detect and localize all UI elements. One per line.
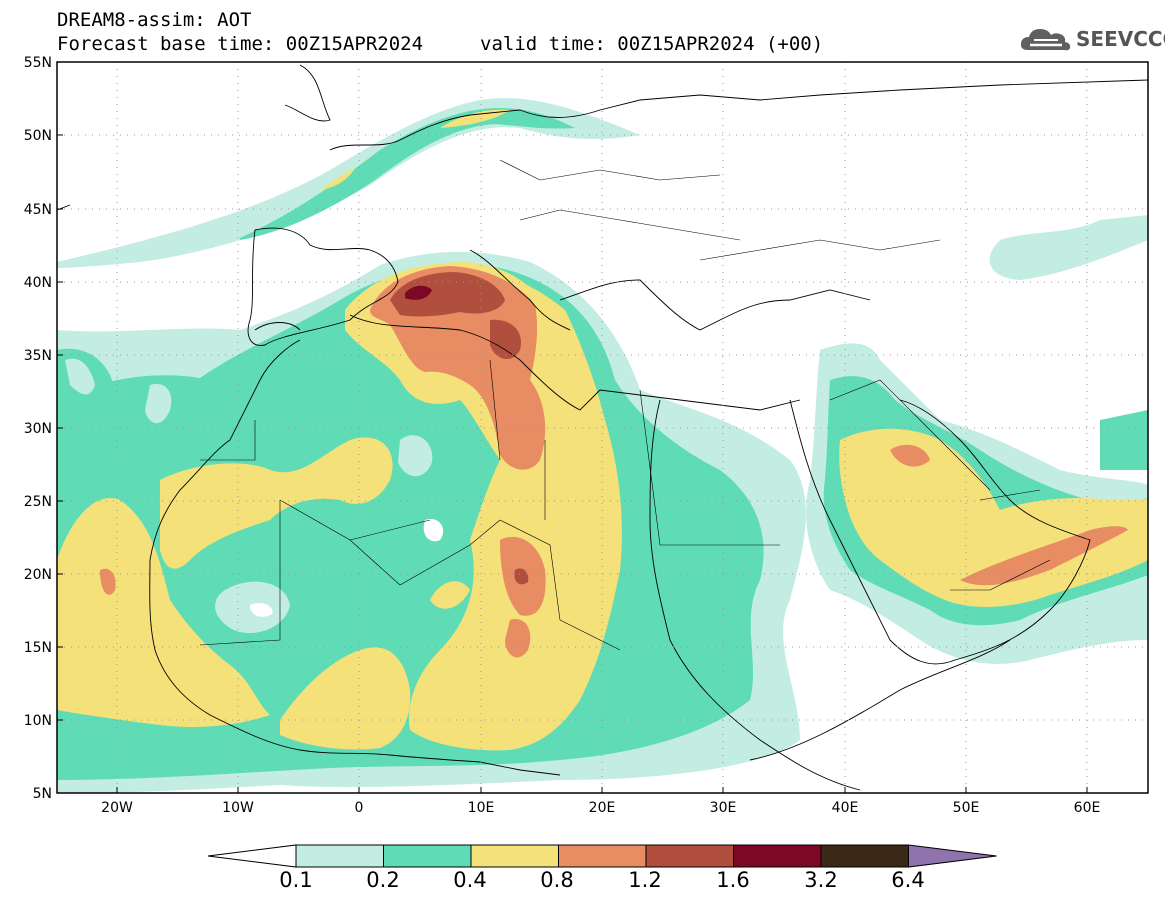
lon-label: 10W: [222, 800, 254, 816]
lat-label: 50N: [24, 128, 52, 144]
lat-label: 10N: [24, 713, 52, 729]
colorbar-label: 1.2: [628, 868, 662, 892]
colorbar-label: 0.4: [453, 868, 487, 892]
lon-label: 10E: [468, 800, 495, 816]
colorbar: [207, 844, 997, 868]
colorbar-swatch: [383, 844, 472, 868]
lat-label: 25N: [24, 494, 52, 510]
axis-ticks: [57, 134, 1088, 793]
lon-label: 0: [355, 800, 364, 816]
lon-label: 20E: [589, 800, 616, 816]
borders: [199, 159, 1051, 651]
colorbar-label: 1.6: [716, 868, 750, 892]
coastlines: [57, 64, 1148, 791]
lat-label: 40N: [24, 275, 52, 291]
seevccc-logo: SEEVCCC: [1018, 22, 1165, 56]
colorbar-swatch: [645, 844, 734, 868]
lat-label: 15N: [24, 640, 52, 656]
forecast-base-time: Forecast base time: 00Z15APR2024: [57, 33, 424, 55]
colorbar-swatch: [820, 844, 909, 868]
lat-label: 30N: [24, 421, 52, 437]
graticule: [57, 62, 1148, 793]
lon-label: 50E: [953, 800, 980, 816]
lat-label: 5N: [33, 786, 52, 802]
lat-label: 35N: [24, 348, 52, 364]
colorbar-swatch: [908, 844, 997, 868]
colorbar-swatch: [295, 844, 384, 868]
valid-time: valid time: 00Z15APR2024 (+00): [480, 33, 824, 55]
lat-label: 55N: [24, 55, 52, 71]
colorbar-swatch: [207, 844, 297, 868]
map-title: DREAM8-assim: AOT: [57, 9, 252, 31]
colorbar-swatch: [558, 844, 647, 868]
colorbar-swatch: [470, 844, 559, 868]
lat-label: 45N: [24, 202, 52, 218]
lon-label: 20W: [101, 800, 133, 816]
logo-text: SEEVCCC: [1076, 27, 1165, 51]
aot-field: [57, 98, 1148, 793]
lon-label: 30E: [710, 800, 737, 816]
colorbar-label: 3.2: [804, 868, 838, 892]
cloud-icon: [1020, 29, 1071, 51]
lon-label: 40E: [832, 800, 859, 816]
colorbar-label: 0.8: [540, 868, 574, 892]
colorbar-swatch: [733, 844, 822, 868]
lat-label: 20N: [24, 567, 52, 583]
lon-label: 60E: [1074, 800, 1101, 816]
colorbar-label: 0.2: [366, 868, 400, 892]
colorbar-label: 0.1: [279, 868, 313, 892]
colorbar-label: 6.4: [891, 868, 925, 892]
